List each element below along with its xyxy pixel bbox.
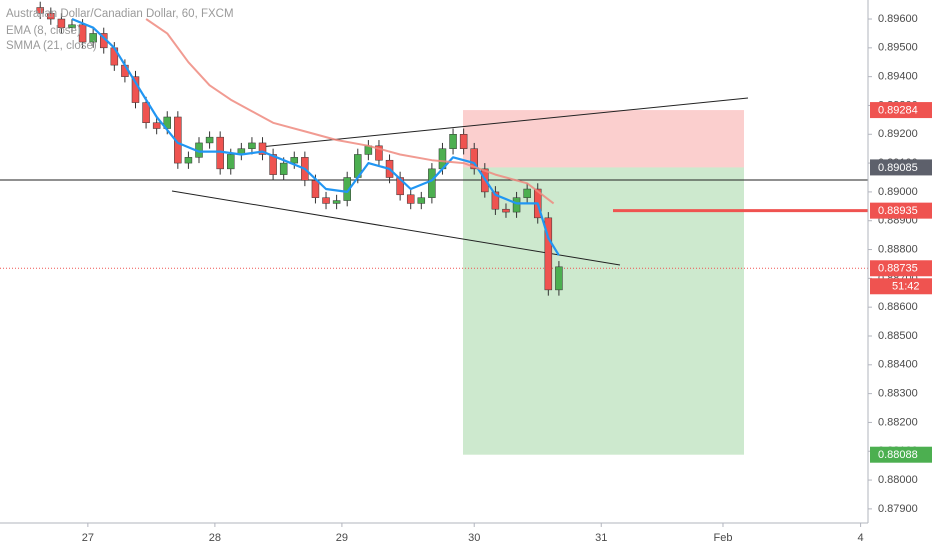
candle-body [258, 142, 267, 155]
candle-body [544, 217, 553, 291]
candle-body [78, 24, 87, 43]
y-tick-label: 0.88300 [878, 388, 918, 400]
price-label: 0.88935 [878, 205, 918, 217]
target-zone [463, 167, 744, 455]
candle-body [89, 33, 97, 43]
candle-body [68, 24, 76, 28]
candle-body [343, 177, 351, 201]
y-tick-label: 0.88800 [878, 243, 918, 255]
candle-body [428, 168, 436, 198]
candle-body [290, 157, 299, 164]
price-label: 0.89284 [878, 104, 918, 116]
y-tick-label: 0.88200 [878, 416, 918, 428]
indicator-line [145, 18, 555, 205]
candle-body [459, 134, 468, 149]
candle-body [152, 122, 161, 129]
y-tick-label: 0.89400 [878, 71, 918, 83]
x-tick-label: 27 [82, 532, 94, 544]
price-label-bg [870, 202, 932, 219]
timer: 51:42 [892, 281, 920, 293]
y-tick-label: 0.88400 [878, 359, 918, 371]
candle-body [248, 142, 256, 149]
candle-body [322, 197, 330, 204]
candle-body [36, 7, 44, 14]
candle-body [57, 18, 66, 28]
candle-body [491, 191, 500, 210]
candle-body [406, 194, 415, 204]
candle-body [311, 180, 320, 198]
x-tick-label: 4 [858, 532, 864, 544]
y-tick-label: 0.87900 [878, 503, 918, 515]
candle-body [227, 154, 235, 170]
price-label-bg [870, 260, 932, 277]
x-tick-label: 31 [595, 532, 607, 544]
y-tick-label: 0.88600 [878, 301, 918, 313]
candle-body [184, 157, 193, 164]
trend-line-upper [259, 97, 749, 148]
y-tick-label: 0.88500 [878, 330, 918, 342]
candle-body [523, 188, 531, 198]
candle-body [417, 197, 426, 204]
y-tick-label: 0.89200 [878, 128, 918, 140]
candle-body [470, 148, 478, 170]
candle-body [332, 200, 341, 204]
candle-body [449, 134, 457, 149]
y-tick-label: 0.89000 [878, 186, 918, 198]
x-tick-label: 29 [336, 532, 348, 544]
candle-body [555, 266, 563, 291]
candle-body [502, 208, 510, 213]
price-label: 0.88735 [878, 263, 918, 275]
drawings [0, 110, 868, 455]
y-tick-label: 0.89500 [878, 42, 918, 54]
candle-body [269, 154, 277, 175]
candle-body [375, 145, 383, 161]
y-tick-label: 0.89600 [878, 13, 918, 25]
timer-bg [870, 278, 932, 295]
candle-body [142, 102, 150, 124]
legend-entry: SMMA (21, close) [6, 40, 97, 52]
candle-body [512, 197, 521, 213]
x-tick-label: Feb [713, 532, 732, 544]
price-label: 0.88088 [878, 449, 918, 461]
x-tick-label: 28 [209, 532, 221, 544]
price-label-bg [870, 159, 932, 176]
price-label: 0.89085 [878, 162, 918, 174]
candle-body [279, 162, 288, 175]
legend-title: Australian Dollar/Canadian Dollar, 60, F… [6, 8, 234, 20]
indicator-line [71, 17, 560, 256]
candle-body [205, 136, 214, 144]
y-tick-label: 0.88000 [878, 474, 918, 486]
legend-entry: EMA (8, close) [6, 25, 81, 37]
candle-body [47, 13, 55, 20]
price-label-bg [870, 102, 932, 119]
stop-zone [463, 110, 744, 168]
price-label-bg [870, 446, 932, 463]
x-tick-label: 30 [468, 532, 480, 544]
